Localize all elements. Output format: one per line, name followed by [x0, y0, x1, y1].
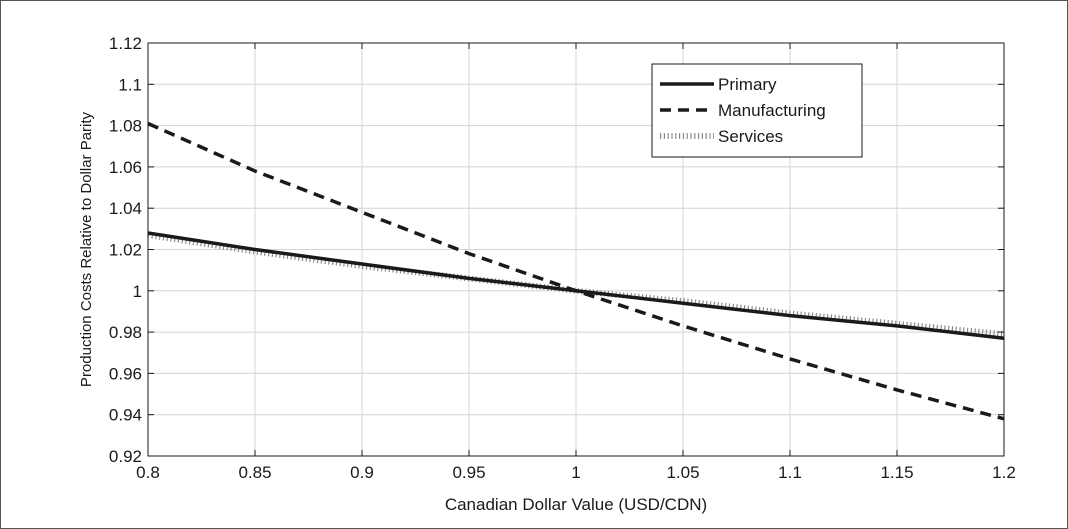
x-tick-label: 0.95	[452, 463, 485, 482]
x-tick-label: 1.2	[992, 463, 1016, 482]
y-tick-label: 1.04	[109, 199, 142, 218]
y-tick-label: 1.08	[109, 117, 142, 136]
x-tick-label: 1.05	[666, 463, 699, 482]
x-tick-label: 0.85	[238, 463, 271, 482]
grid-layer	[148, 43, 1004, 456]
x-tick-label: 0.9	[350, 463, 374, 482]
x-tick-label: 1	[571, 463, 580, 482]
legend-label-primary: Primary	[718, 75, 777, 94]
tick-layer: 0.92 0.94 0.96 0.98 1 1.02 1.04 1.06 1.08 1.1 1.12…	[109, 34, 1016, 482]
x-tick-label: 1.1	[778, 463, 802, 482]
y-tick-label: 0.94	[109, 406, 142, 425]
legend-label-manufacturing: Manufacturing	[718, 101, 826, 120]
legend: Primary Manufacturing Services	[651, 63, 863, 158]
x-tick-label: 0.8	[136, 463, 160, 482]
y-axis-title: Production Costs Relative to Dollar Pari…	[78, 111, 95, 387]
legend-label-services: Services	[718, 127, 783, 146]
series-line-services	[147, 232, 1005, 338]
y-tick-label: 1.1	[118, 75, 142, 94]
y-tick-label: 1.06	[109, 158, 142, 177]
y-tick-label: 0.96	[109, 364, 142, 383]
series-layer	[147, 121, 1005, 421]
series-line-manufacturing	[147, 121, 1005, 421]
x-tick-label: 1.15	[880, 463, 913, 482]
y-tick-label: 1.12	[109, 34, 142, 53]
y-tick-label: 0.98	[109, 323, 142, 342]
y-tick-label: 0.92	[109, 447, 142, 466]
x-axis-title: Canadian Dollar Value (USD/CDN)	[445, 495, 707, 514]
y-tick-label: 1	[133, 282, 142, 301]
y-tick-label: 1.02	[109, 241, 142, 260]
